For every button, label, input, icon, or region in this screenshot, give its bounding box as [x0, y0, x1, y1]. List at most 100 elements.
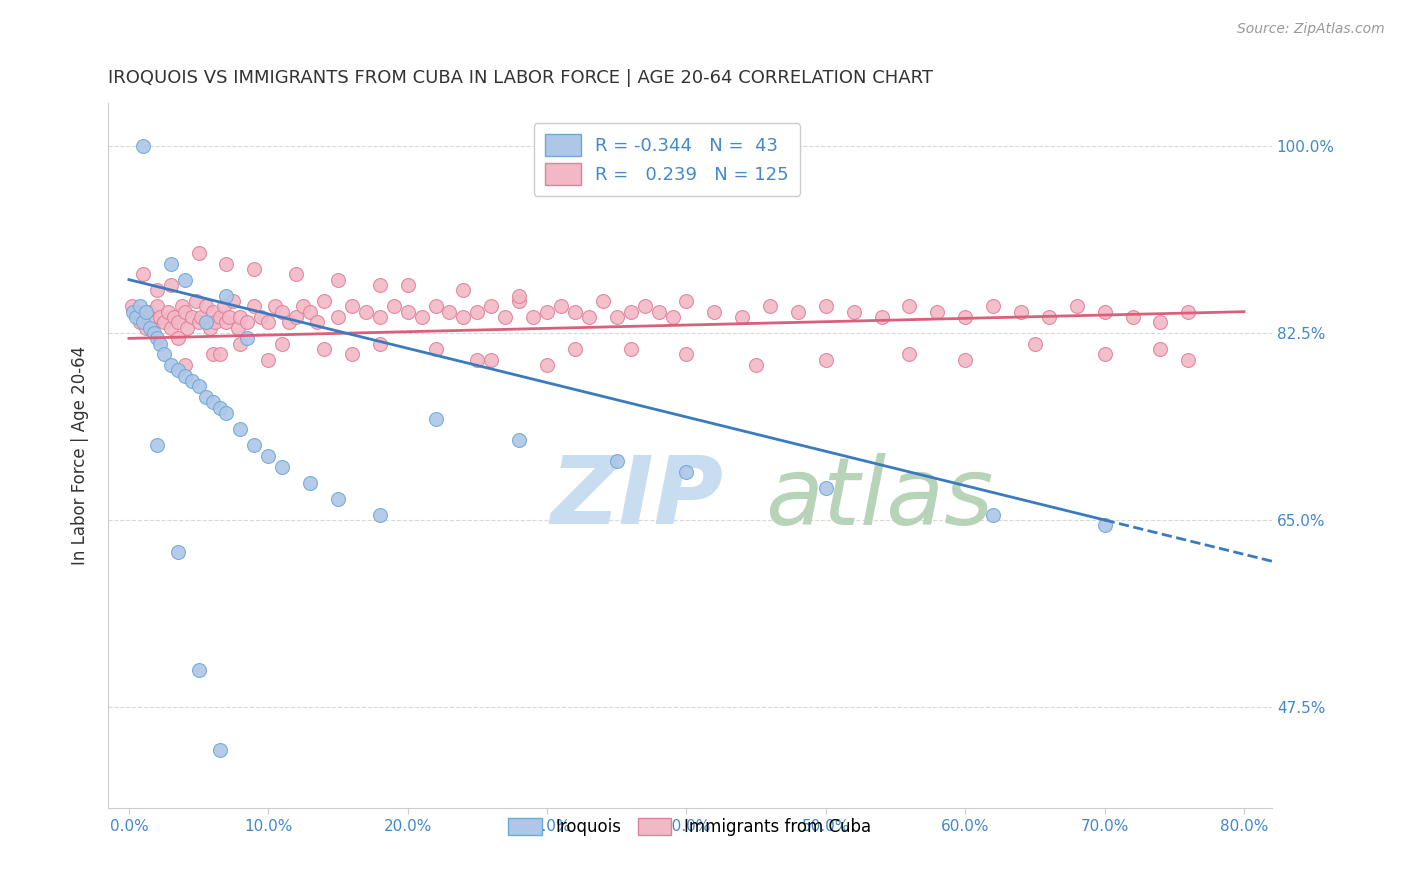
Point: [564, 304, 586, 318]
Point: [135, 304, 157, 318]
Point: [396, 304, 419, 318]
Point: [299, 475, 322, 490]
Point: [731, 310, 754, 324]
Point: [176, 320, 198, 334]
Point: [661, 310, 683, 324]
Point: [494, 310, 516, 324]
Point: [326, 272, 349, 286]
Point: [122, 304, 145, 318]
Point: [340, 347, 363, 361]
Point: [1010, 304, 1032, 318]
Point: [143, 326, 166, 340]
Point: [187, 379, 209, 393]
Point: [229, 310, 252, 324]
Point: [215, 315, 238, 329]
Point: [156, 304, 179, 318]
Point: [292, 299, 315, 313]
Point: [173, 368, 195, 383]
Point: [312, 293, 335, 308]
Point: [257, 352, 280, 367]
Point: [159, 257, 181, 271]
Point: [148, 336, 170, 351]
Point: [201, 395, 224, 409]
Point: [368, 277, 391, 292]
Point: [1149, 315, 1171, 329]
Point: [132, 315, 155, 329]
Point: [606, 310, 628, 324]
Point: [159, 358, 181, 372]
Point: [382, 299, 405, 313]
Point: [139, 304, 162, 318]
Point: [236, 331, 259, 345]
Point: [981, 299, 1004, 313]
Point: [592, 293, 614, 308]
Point: [425, 342, 447, 356]
Point: [787, 304, 810, 318]
Point: [243, 262, 266, 277]
Point: [1094, 304, 1116, 318]
Point: [745, 358, 768, 372]
Point: [411, 310, 433, 324]
Point: [146, 299, 169, 313]
Point: [647, 304, 669, 318]
Point: [208, 401, 231, 415]
Point: [1149, 342, 1171, 356]
Point: [307, 315, 329, 329]
Point: [312, 342, 335, 356]
Text: IROQUOIS VS IMMIGRANTS FROM CUBA IN LABOR FORCE | AGE 20-64 CORRELATION CHART: IROQUOIS VS IMMIGRANTS FROM CUBA IN LABO…: [108, 69, 934, 87]
Point: [340, 299, 363, 313]
Point: [870, 310, 893, 324]
Point: [208, 347, 231, 361]
Point: [215, 406, 238, 420]
Point: [1066, 299, 1088, 313]
Point: [190, 310, 212, 324]
Point: [425, 299, 447, 313]
Point: [271, 336, 294, 351]
Point: [1121, 310, 1143, 324]
Point: [285, 267, 308, 281]
Point: [125, 304, 148, 318]
Point: [467, 352, 489, 367]
Point: [368, 508, 391, 522]
Point: [898, 299, 921, 313]
Point: [354, 304, 377, 318]
Point: [633, 299, 655, 313]
Point: [166, 363, 188, 377]
Point: [1177, 352, 1199, 367]
Point: [439, 304, 461, 318]
Point: [955, 352, 977, 367]
Point: [536, 358, 558, 372]
Point: [326, 310, 349, 324]
Point: [173, 358, 195, 372]
Point: [508, 288, 530, 302]
Point: [898, 347, 921, 361]
Point: [243, 438, 266, 452]
Point: [212, 299, 235, 313]
Point: [152, 347, 174, 361]
Point: [170, 299, 193, 313]
Point: [814, 299, 837, 313]
Point: [236, 315, 259, 329]
Point: [148, 310, 170, 324]
Point: [129, 299, 152, 313]
Point: [162, 310, 184, 324]
Point: [194, 390, 217, 404]
Point: [814, 352, 837, 367]
Point: [229, 336, 252, 351]
Point: [550, 299, 572, 313]
Point: [173, 272, 195, 286]
Point: [578, 310, 600, 324]
Text: atlas: atlas: [766, 453, 994, 544]
Point: [194, 299, 217, 313]
Point: [198, 320, 221, 334]
Point: [173, 304, 195, 318]
Point: [1038, 310, 1060, 324]
Point: [187, 663, 209, 677]
Point: [842, 304, 865, 318]
Point: [257, 315, 280, 329]
Point: [271, 304, 294, 318]
Point: [955, 310, 977, 324]
Point: [264, 299, 287, 313]
Point: [187, 246, 209, 260]
Point: [299, 304, 322, 318]
